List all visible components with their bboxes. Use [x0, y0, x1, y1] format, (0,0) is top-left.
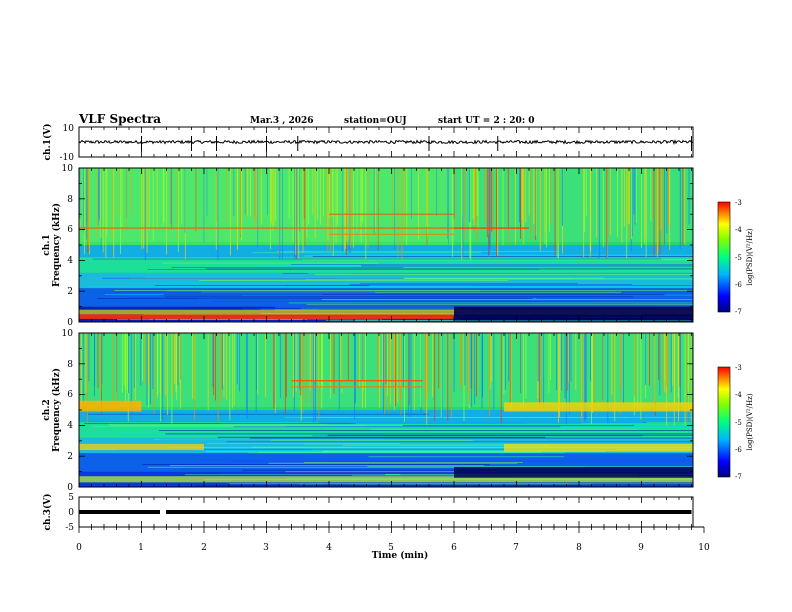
ch1-waveform-trace — [79, 136, 693, 151]
ch2-colorbar-tick: -6 — [735, 446, 742, 454]
ch2-colorbar-tick: -7 — [735, 473, 742, 481]
ch1-waveform-line — [79, 139, 693, 146]
xtick-label: 1 — [138, 543, 144, 553]
xtick-label: 3 — [263, 543, 269, 553]
ch1-colorbar-tick: -7 — [735, 308, 742, 316]
ch1-waveform-panel: 10 -10 ch.1(V) — [42, 124, 694, 163]
ch2-colorbar-tick: -3 — [735, 364, 742, 372]
ch1-ytick-bottom: -10 — [60, 153, 75, 163]
ch1-colorbar-tick: -6 — [735, 281, 742, 289]
axis-ticks — [78, 127, 705, 533]
ch2-colorbar-tick: -4 — [735, 391, 742, 399]
ch1-colorbar-tick: -5 — [735, 254, 742, 262]
ch1-colorbar-tick: -4 — [735, 226, 742, 234]
ch2-ytick-6: 6 — [67, 390, 73, 400]
ch2-spectrogram-image — [79, 333, 693, 487]
ch2-ytick-10: 10 — [62, 329, 74, 339]
ch2-ytick-4: 4 — [67, 421, 73, 431]
xtick-label: 10 — [698, 543, 710, 553]
ch1-spectrogram-ylabel: ch.1 — [42, 234, 52, 255]
ch1-ytick-10: 10 — [62, 164, 74, 174]
ch1-ytick-8: 8 — [67, 195, 73, 205]
ch1-ytick-6: 6 — [67, 225, 73, 235]
ch2-ytick-0: 0 — [67, 483, 73, 493]
xtick-label: 4 — [326, 543, 332, 553]
low-frequency-band — [79, 309, 693, 315]
xtick-label: 0 — [76, 543, 82, 553]
ch2-frequency-label: Frequency (kHz) — [51, 368, 62, 452]
low-frequency-band — [79, 476, 693, 483]
ch3-waveform-trace — [79, 510, 692, 514]
ch1-ytick-4: 4 — [67, 256, 73, 266]
xtick-label: 6 — [451, 543, 457, 553]
spectral-patch — [79, 443, 204, 451]
ch1-spectrogram-panel: 0 2 4 6 8 10 ch.1 Frequency (kHz) -3 -4 … — [42, 164, 754, 328]
ch1-colorbar-tick: -3 — [735, 199, 742, 207]
low-frequency-band — [454, 466, 693, 478]
ch2-spectrogram-panel: 0 2 4 6 8 10 ch.2 Frequency (kHz) -3 -4 … — [42, 329, 754, 493]
ch1-ytick-2: 2 — [67, 287, 73, 297]
ch2-spectrogram-ylabel: ch.2 — [42, 399, 52, 420]
spectral-patch — [504, 443, 693, 452]
spectral-patch — [504, 402, 693, 412]
ch1-frequency-label: Frequency (kHz) — [51, 203, 62, 287]
time-axis: 0 1 2 3 4 5 6 7 8 9 10 Time (min) — [76, 543, 710, 561]
ch3-ytick-top: 5 — [68, 493, 74, 503]
ch1-waveform-ylabel: ch.1(V) — [42, 124, 53, 161]
ch1-spectrogram-image — [79, 168, 693, 322]
ch1-ytick-0: 0 — [67, 318, 73, 328]
xtick-label: 2 — [201, 543, 207, 553]
ch1-colorbar — [717, 201, 731, 313]
xtick-label: 8 — [576, 543, 582, 553]
activity-region — [79, 168, 454, 245]
xtick-label: 5 — [388, 543, 394, 553]
start-time-label: start UT = 2 : 20: 0 — [438, 116, 535, 126]
xtick-label: 7 — [513, 543, 519, 553]
ch2-ytick-2: 2 — [67, 452, 73, 462]
ch3-waveform-panel: 5 0 -5 ch.3(V) — [42, 493, 694, 533]
station-label: station=OUJ — [344, 116, 407, 126]
ch1-colorbar-label: log(PSD)(V²/Hz) — [746, 228, 754, 285]
spectral-patch — [79, 400, 142, 412]
ch2-ytick-8: 8 — [67, 360, 73, 370]
xtick-label: 9 — [638, 543, 644, 553]
ch3-trace-gap — [160, 510, 166, 514]
ch3-ytick-bottom: -5 — [65, 523, 74, 533]
ch3-waveform-ylabel: ch.3(V) — [42, 494, 53, 531]
ch3-ytick-mid: 0 — [68, 508, 74, 518]
low-frequency-band — [454, 306, 693, 321]
ch2-colorbar — [717, 366, 731, 478]
ch1-ytick-top: 10 — [63, 124, 75, 134]
date-label: Mar.3 , 2026 — [250, 116, 314, 126]
time-axis-label: Time (min) — [372, 550, 429, 561]
figure-title: VLF Spectra — [78, 112, 161, 126]
spectral-band — [79, 410, 693, 423]
ch2-colorbar-tick: -5 — [735, 419, 742, 427]
ch2-colorbar-label: log(PSD)(V²/Hz) — [746, 393, 754, 450]
